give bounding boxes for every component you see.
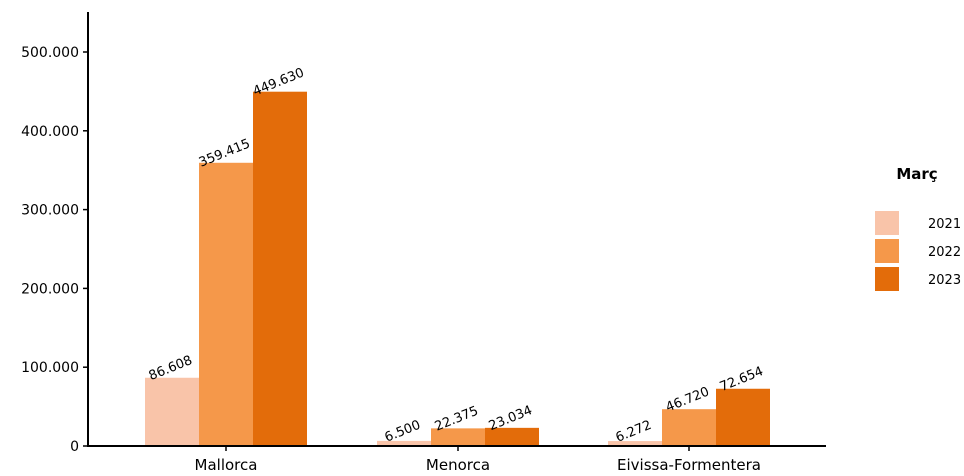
legend-swatch-2023 <box>875 267 899 291</box>
y-axis: 0 100.000 200.000 300.000 400.000 500.000 <box>21 12 89 455</box>
legend-label-2023: 2023 <box>928 273 961 288</box>
legend: Març 2021 2022 2023 <box>875 165 961 291</box>
bar-2021-mallorca <box>145 377 199 446</box>
y-tick-label: 200.000 <box>21 281 79 297</box>
bar-2023-mallorca <box>253 91 307 446</box>
bar-2023-menorca <box>485 427 539 446</box>
legend-title: Març <box>896 165 937 183</box>
y-tick-label: 400.000 <box>21 124 79 140</box>
bars <box>145 91 770 446</box>
x-tick-label: Eivissa-Formentera <box>617 456 761 474</box>
legend-label-2022: 2022 <box>928 245 961 260</box>
legend-swatch-2022 <box>875 239 899 263</box>
x-tick-label: Mallorca <box>195 456 258 474</box>
legend-swatch-2021 <box>875 211 899 235</box>
bar-2022-mallorca <box>199 162 253 446</box>
y-tick-label: 0 <box>70 439 79 455</box>
x-axis: Mallorca Menorca Eivissa-Formentera <box>87 445 826 474</box>
bar-2021-menorca <box>377 440 431 446</box>
y-tick-label: 100.000 <box>21 360 79 376</box>
bar-2022-eivissa-formentera <box>662 409 716 446</box>
bar-2022-menorca <box>431 428 485 446</box>
bar-2021-eivissa-formentera <box>608 441 662 446</box>
x-tick-label: Menorca <box>426 456 490 474</box>
y-tick-label: 500.000 <box>21 45 79 61</box>
bar-2023-eivissa-formentera <box>716 388 770 446</box>
y-tick-label: 300.000 <box>21 203 79 219</box>
legend-label-2021: 2021 <box>928 217 961 232</box>
